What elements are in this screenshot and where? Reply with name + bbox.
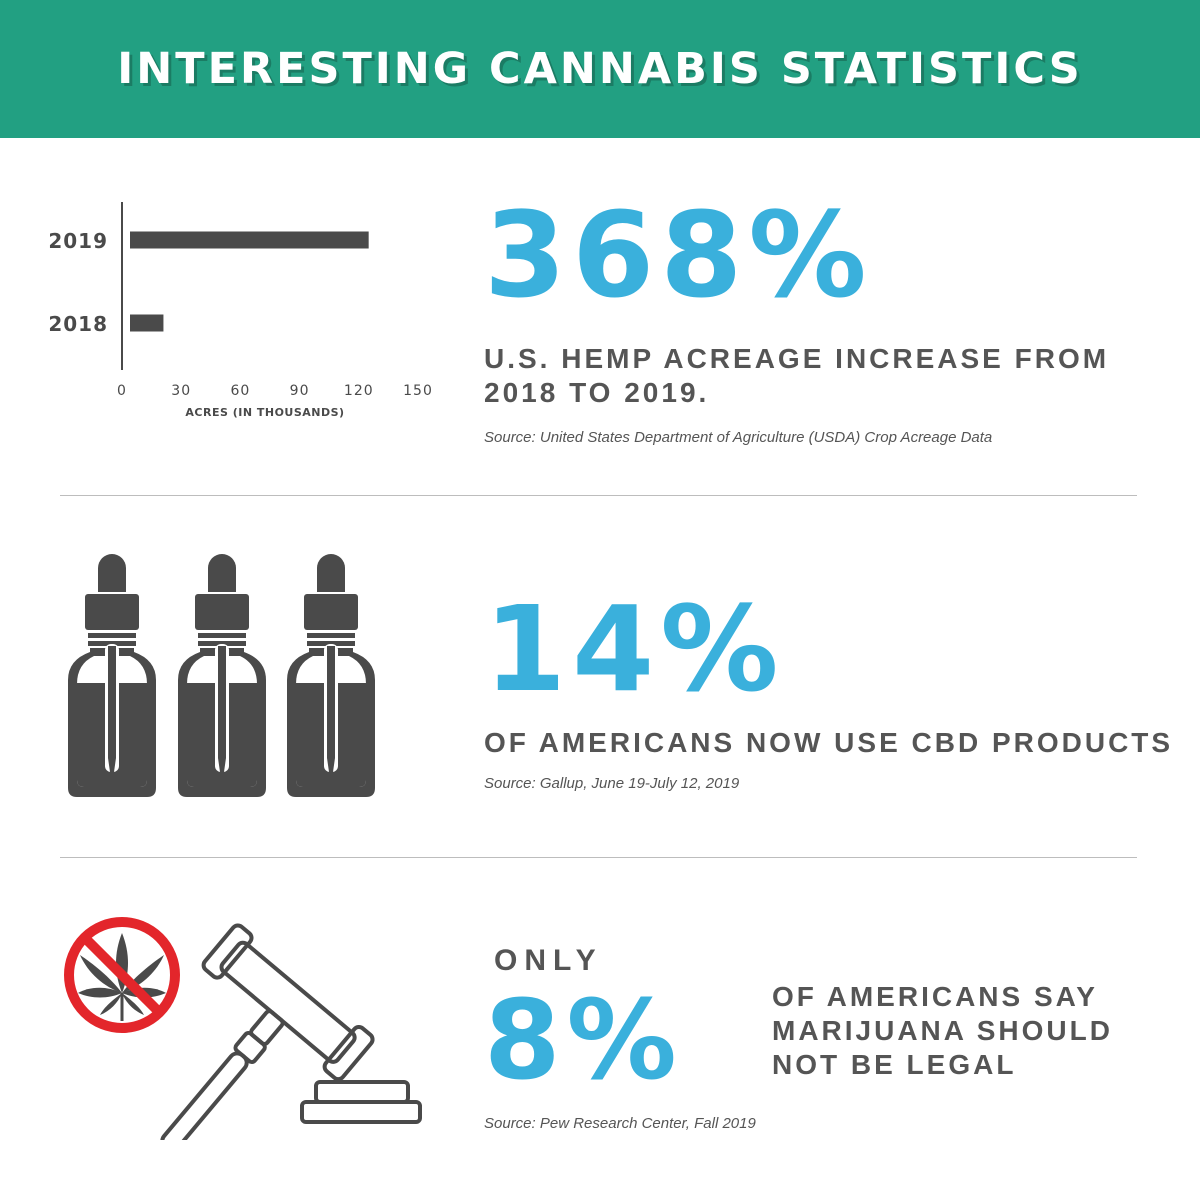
divider-2: [60, 857, 1137, 858]
legal-caption-line1: OF AMERICANS SAY: [772, 981, 1098, 1012]
legal-caption-line3: NOT BE LEGAL: [772, 1049, 1017, 1080]
cbd-dropper-bottle-icon: [287, 554, 375, 797]
legal-source: Source: Pew Research Center, Fall 2019: [484, 1115, 756, 1132]
cbd-source: Source: Gallup, June 19-July 12, 2019: [484, 775, 740, 792]
x-axis-label: ACRES (IN THOUSANDS): [185, 406, 344, 419]
cbd-dropper-bottle-icon: [178, 554, 266, 797]
hemp-caption-line1: U.S. HEMP ACREAGE INCREASE FROM: [484, 343, 1110, 374]
stat-14-percent: 14%: [484, 580, 785, 718]
divider-1: [60, 495, 1137, 496]
header-banner: INTERESTING CANNABIS STATISTICS: [0, 0, 1200, 138]
bar-2019: [130, 231, 369, 249]
hemp-acreage-chart: 2019 2018 0 30 60 90 120 150 ACRES (IN THOUSANDS…: [48, 202, 433, 419]
only-label: ONLY: [494, 944, 603, 977]
category-label-2019: 2019: [48, 229, 108, 253]
stat-8-percent: 8%: [484, 976, 683, 1104]
x-tick-30: 30: [171, 383, 191, 399]
no-cannabis-icon: [64, 917, 180, 1033]
x-tick-120: 120: [344, 383, 374, 399]
x-tick-90: 90: [290, 383, 310, 399]
x-tick-150: 150: [403, 383, 433, 399]
cbd-caption: OF AMERICANS NOW USE CBD PRODUCTS: [484, 727, 1174, 758]
legal-caption-line2: MARIJUANA SHOULD: [772, 1015, 1113, 1046]
hemp-caption-line2: 2018 TO 2019.: [484, 377, 710, 408]
gavel-icon: [160, 923, 422, 1140]
category-label-2018: 2018: [48, 312, 108, 336]
hemp-source: Source: United States Department of Agri…: [484, 429, 993, 446]
stat-368-percent: 368%: [484, 186, 873, 324]
page-title: INTERESTING CANNABIS STATISTICS: [117, 44, 1083, 94]
cbd-dropper-bottle-icon: [68, 554, 156, 797]
cbd-bottles-graphic: [68, 554, 375, 797]
x-tick-0: 0: [117, 383, 127, 399]
bar-2018: [130, 314, 164, 332]
x-tick-60: 60: [230, 383, 250, 399]
legal-graphics: [64, 917, 422, 1140]
